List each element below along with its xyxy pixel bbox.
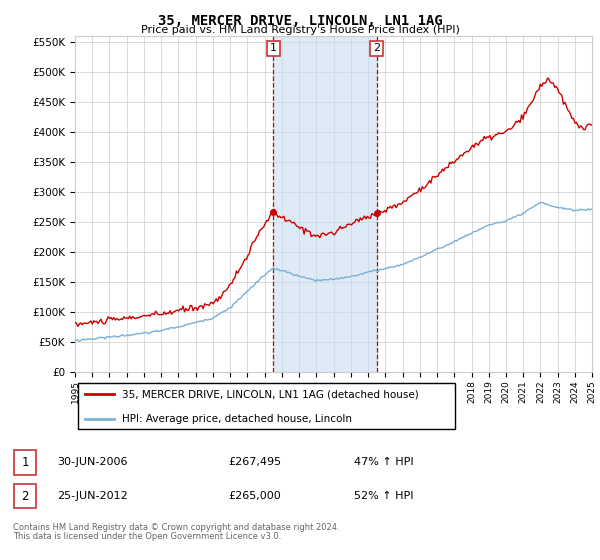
Text: 25-JUN-2012: 25-JUN-2012 — [57, 491, 128, 501]
Text: This data is licensed under the Open Government Licence v3.0.: This data is licensed under the Open Gov… — [13, 532, 281, 541]
Text: 47% ↑ HPI: 47% ↑ HPI — [354, 457, 413, 467]
Text: Contains HM Land Registry data © Crown copyright and database right 2024.: Contains HM Land Registry data © Crown c… — [13, 523, 340, 533]
Text: 35, MERCER DRIVE, LINCOLN, LN1 1AG (detached house): 35, MERCER DRIVE, LINCOLN, LN1 1AG (deta… — [122, 389, 418, 399]
Bar — [273, 36, 377, 372]
FancyBboxPatch shape — [14, 450, 36, 475]
Text: 52% ↑ HPI: 52% ↑ HPI — [354, 491, 413, 501]
Text: 2: 2 — [373, 44, 380, 53]
FancyBboxPatch shape — [14, 484, 36, 508]
Text: £265,000: £265,000 — [228, 491, 281, 501]
Text: £267,495: £267,495 — [228, 457, 281, 467]
Text: HPI: Average price, detached house, Lincoln: HPI: Average price, detached house, Linc… — [122, 414, 352, 423]
Text: 1: 1 — [22, 456, 29, 469]
FancyBboxPatch shape — [77, 383, 455, 429]
Text: 1: 1 — [270, 44, 277, 53]
Text: 35, MERCER DRIVE, LINCOLN, LN1 1AG: 35, MERCER DRIVE, LINCOLN, LN1 1AG — [158, 14, 442, 28]
Text: Price paid vs. HM Land Registry's House Price Index (HPI): Price paid vs. HM Land Registry's House … — [140, 25, 460, 35]
Text: 2: 2 — [22, 489, 29, 503]
Text: 30-JUN-2006: 30-JUN-2006 — [57, 457, 128, 467]
